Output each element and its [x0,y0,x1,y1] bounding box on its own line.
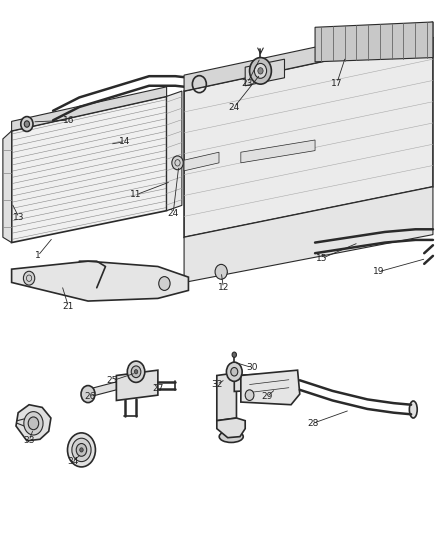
Text: 14: 14 [120,137,131,146]
Polygon shape [184,152,219,171]
Circle shape [67,433,95,467]
Circle shape [80,448,83,452]
Text: 34: 34 [67,457,78,466]
Text: 15: 15 [316,254,327,263]
Circle shape [81,385,95,402]
Polygon shape [184,187,433,282]
Text: 28: 28 [307,419,318,428]
Circle shape [254,63,267,78]
Polygon shape [241,140,315,163]
Polygon shape [12,96,166,243]
Polygon shape [166,91,182,211]
Text: 11: 11 [130,190,142,199]
Circle shape [24,411,43,435]
Polygon shape [241,370,300,405]
Circle shape [131,366,141,377]
Polygon shape [12,261,188,301]
Circle shape [23,271,35,285]
Circle shape [231,368,238,376]
Text: 17: 17 [331,78,343,87]
Text: 24: 24 [229,102,240,111]
Polygon shape [3,131,12,243]
Circle shape [172,156,183,169]
Circle shape [24,121,29,127]
Text: 23: 23 [242,78,253,87]
Polygon shape [217,418,245,438]
Polygon shape [86,382,117,398]
Text: 33: 33 [23,437,35,446]
Polygon shape [12,87,166,131]
Text: 13: 13 [13,213,25,222]
Text: 30: 30 [246,363,258,372]
Ellipse shape [410,401,417,418]
Text: 26: 26 [85,392,96,401]
Polygon shape [245,59,285,86]
Text: 19: 19 [373,268,384,276]
Text: 32: 32 [211,380,223,389]
Circle shape [21,117,33,132]
Text: 27: 27 [152,384,163,393]
Circle shape [134,369,138,374]
Text: 24: 24 [167,209,179,218]
Text: 16: 16 [63,116,74,125]
Ellipse shape [219,431,243,442]
Circle shape [245,390,254,400]
Text: 12: 12 [218,283,229,292]
Text: 25: 25 [106,376,118,385]
Circle shape [232,352,237,358]
Polygon shape [184,22,433,91]
Text: 1: 1 [35,252,41,260]
Polygon shape [315,22,433,62]
Polygon shape [217,373,237,421]
Circle shape [215,264,227,279]
Circle shape [226,362,242,381]
Circle shape [250,58,272,84]
Circle shape [76,443,87,456]
Circle shape [258,68,263,74]
Text: 29: 29 [261,392,273,401]
Circle shape [127,361,145,382]
Circle shape [72,438,91,462]
Polygon shape [16,405,51,441]
Circle shape [28,417,39,430]
Text: 21: 21 [63,302,74,311]
Polygon shape [117,370,158,400]
Polygon shape [234,373,293,391]
Circle shape [159,277,170,290]
Polygon shape [184,38,433,237]
